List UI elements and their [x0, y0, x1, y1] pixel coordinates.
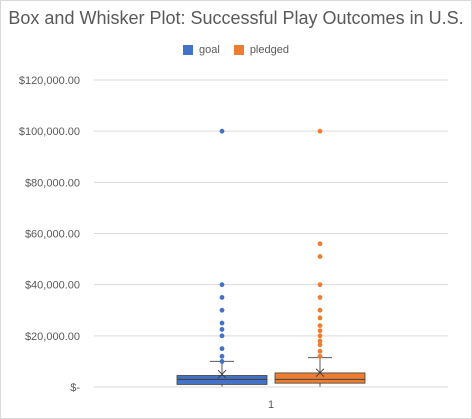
outlier-point-goal	[219, 282, 225, 288]
box-pledged	[274, 372, 366, 384]
outlier-point-goal	[219, 128, 225, 134]
outlier-point-pledged	[317, 338, 323, 344]
outlier-point-pledged	[317, 295, 323, 300]
outlier-point-goal	[219, 359, 225, 364]
outlier-point-pledged	[317, 348, 323, 354]
outlier-point-pledged	[317, 254, 323, 259]
outlier-point-pledged	[317, 315, 323, 321]
y-tick-label: $100,000.00	[19, 126, 80, 138]
y-tick-label: $-	[70, 382, 80, 394]
outlier-point-goal	[219, 307, 225, 313]
y-tick-label: $20,000.00	[25, 331, 80, 343]
mean-marker-goal	[217, 369, 227, 379]
outlier-point-pledged	[317, 282, 323, 288]
legend-swatch-goal	[183, 45, 194, 55]
outlier-point-pledged	[317, 353, 323, 359]
outlier-point-goal	[219, 353, 225, 359]
legend-swatch-pledged	[233, 45, 244, 55]
y-tick-label: $40,000.00	[25, 280, 80, 292]
outlier-point-pledged	[317, 342, 323, 348]
outlier-point-pledged	[317, 307, 323, 313]
outlier-point-goal	[219, 346, 225, 352]
legend-item-goal: goal	[183, 44, 220, 56]
outlier-point-pledged	[317, 128, 323, 134]
box-goal	[176, 375, 268, 385]
legend: goal pledged	[0, 44, 472, 56]
y-tick-label: $80,000.00	[25, 177, 80, 189]
outlier-point-pledged	[317, 328, 323, 334]
outlier-point-pledged	[317, 333, 323, 339]
legend-label-goal: goal	[199, 44, 220, 56]
outlier-point-pledged	[317, 241, 323, 247]
outlier-point-pledged	[317, 323, 323, 328]
mean-marker-pledged	[315, 368, 325, 378]
outlier-point-goal	[219, 295, 225, 300]
chart-title: Box and Whisker Plot: Successful Play Ou…	[8, 8, 464, 28]
outlier-point-goal	[219, 333, 225, 339]
x-tick-label: 1	[268, 399, 274, 411]
y-tick-label: $60,000.00	[25, 229, 80, 241]
outlier-point-goal	[219, 327, 225, 332]
legend-label-pledged: pledged	[249, 44, 289, 56]
outlier-point-goal	[219, 320, 225, 326]
y-tick-label: $120,000.00	[19, 75, 80, 87]
legend-item-pledged: pledged	[233, 44, 289, 56]
